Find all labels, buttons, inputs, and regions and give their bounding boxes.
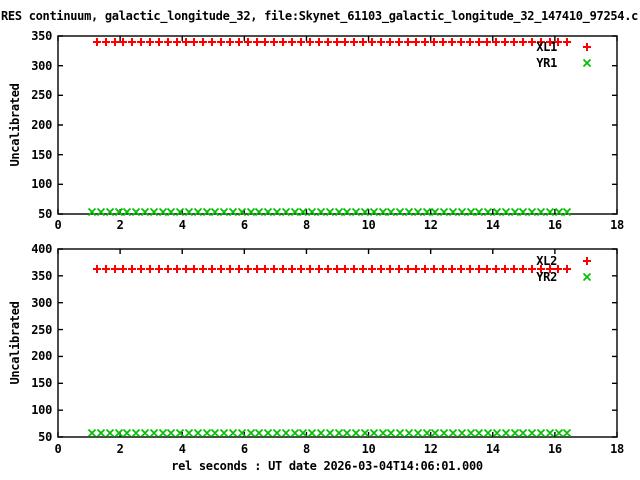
x-tick-label-top: 0 xyxy=(54,218,62,232)
x-tick-label-bottom: 6 xyxy=(240,442,248,456)
x-tick-label-top: 18 xyxy=(610,218,624,232)
x-tick-label-top: 16 xyxy=(547,218,562,232)
x-tick-label-top: 8 xyxy=(302,218,310,232)
plot-border-top xyxy=(57,35,618,215)
legend-marker-xl2 xyxy=(583,257,591,265)
x-tick-label-bottom: 14 xyxy=(485,442,500,456)
x-tick-label-bottom: 16 xyxy=(547,442,562,456)
x-tick-label-bottom: 18 xyxy=(610,442,624,456)
legend-entry-xl1: XL1 xyxy=(536,40,557,54)
x-tick-label-bottom: 8 xyxy=(302,442,310,456)
legend-marker-yr2 xyxy=(582,272,592,282)
series-points-yr2 xyxy=(87,428,572,438)
x-tick-label-bottom: 0 xyxy=(54,442,62,456)
series-points-xl2 xyxy=(93,265,571,273)
x-tick-label-bottom: 2 xyxy=(116,442,124,456)
x-axis-label: rel seconds : UT date 2026-03-04T14:06:0… xyxy=(171,459,483,473)
legend-marker-yr1 xyxy=(582,58,592,68)
y-tick-label-top: 200 xyxy=(31,118,52,132)
y-axis-label-bottom: Uncalibrated xyxy=(8,301,22,385)
y-tick-label-bottom: 250 xyxy=(31,323,52,337)
y-tick-label-bottom: 150 xyxy=(31,376,52,390)
legend-marker-xl1 xyxy=(583,43,591,51)
x-tick-label-top: 2 xyxy=(116,218,124,232)
x-tick-label-top: 14 xyxy=(485,218,500,232)
y-tick-label-bottom: 300 xyxy=(31,296,52,310)
y-tick-label-top: 150 xyxy=(31,148,52,162)
legend-entry-yr1: YR1 xyxy=(536,56,557,70)
y-tick-label-bottom: 350 xyxy=(31,269,52,283)
x-tick-label-top: 12 xyxy=(423,218,438,232)
axis-ticks-bottom xyxy=(57,248,618,438)
x-tick-label-top: 4 xyxy=(178,218,186,232)
y-tick-label-top: 350 xyxy=(31,29,52,43)
y-tick-label-top: 250 xyxy=(31,88,52,102)
x-tick-label-top: 10 xyxy=(361,218,376,232)
x-tick-label-bottom: 4 xyxy=(178,442,186,456)
y-tick-label-bottom: 400 xyxy=(31,242,52,256)
axis-ticks-top xyxy=(57,35,618,215)
x-tick-label-top: 6 xyxy=(240,218,248,232)
y-tick-label-top: 300 xyxy=(31,59,52,73)
legend-entry-yr2: YR2 xyxy=(536,270,557,284)
y-tick-label-top: 50 xyxy=(38,207,52,221)
series-points-yr1 xyxy=(87,207,572,217)
y-tick-label-bottom: 100 xyxy=(31,403,52,417)
y-tick-label-bottom: 50 xyxy=(38,430,52,444)
plot-border-bottom xyxy=(57,248,618,438)
plot-title: RES continuum, galactic_longitude_32, fi… xyxy=(1,9,639,23)
legend-entry-xl2: XL2 xyxy=(536,254,557,268)
series-points-xl1 xyxy=(93,38,571,46)
y-tick-label-top: 100 xyxy=(31,177,52,191)
x-tick-label-bottom: 12 xyxy=(423,442,438,456)
y-tick-label-bottom: 200 xyxy=(31,349,52,363)
x-tick-label-bottom: 10 xyxy=(361,442,376,456)
